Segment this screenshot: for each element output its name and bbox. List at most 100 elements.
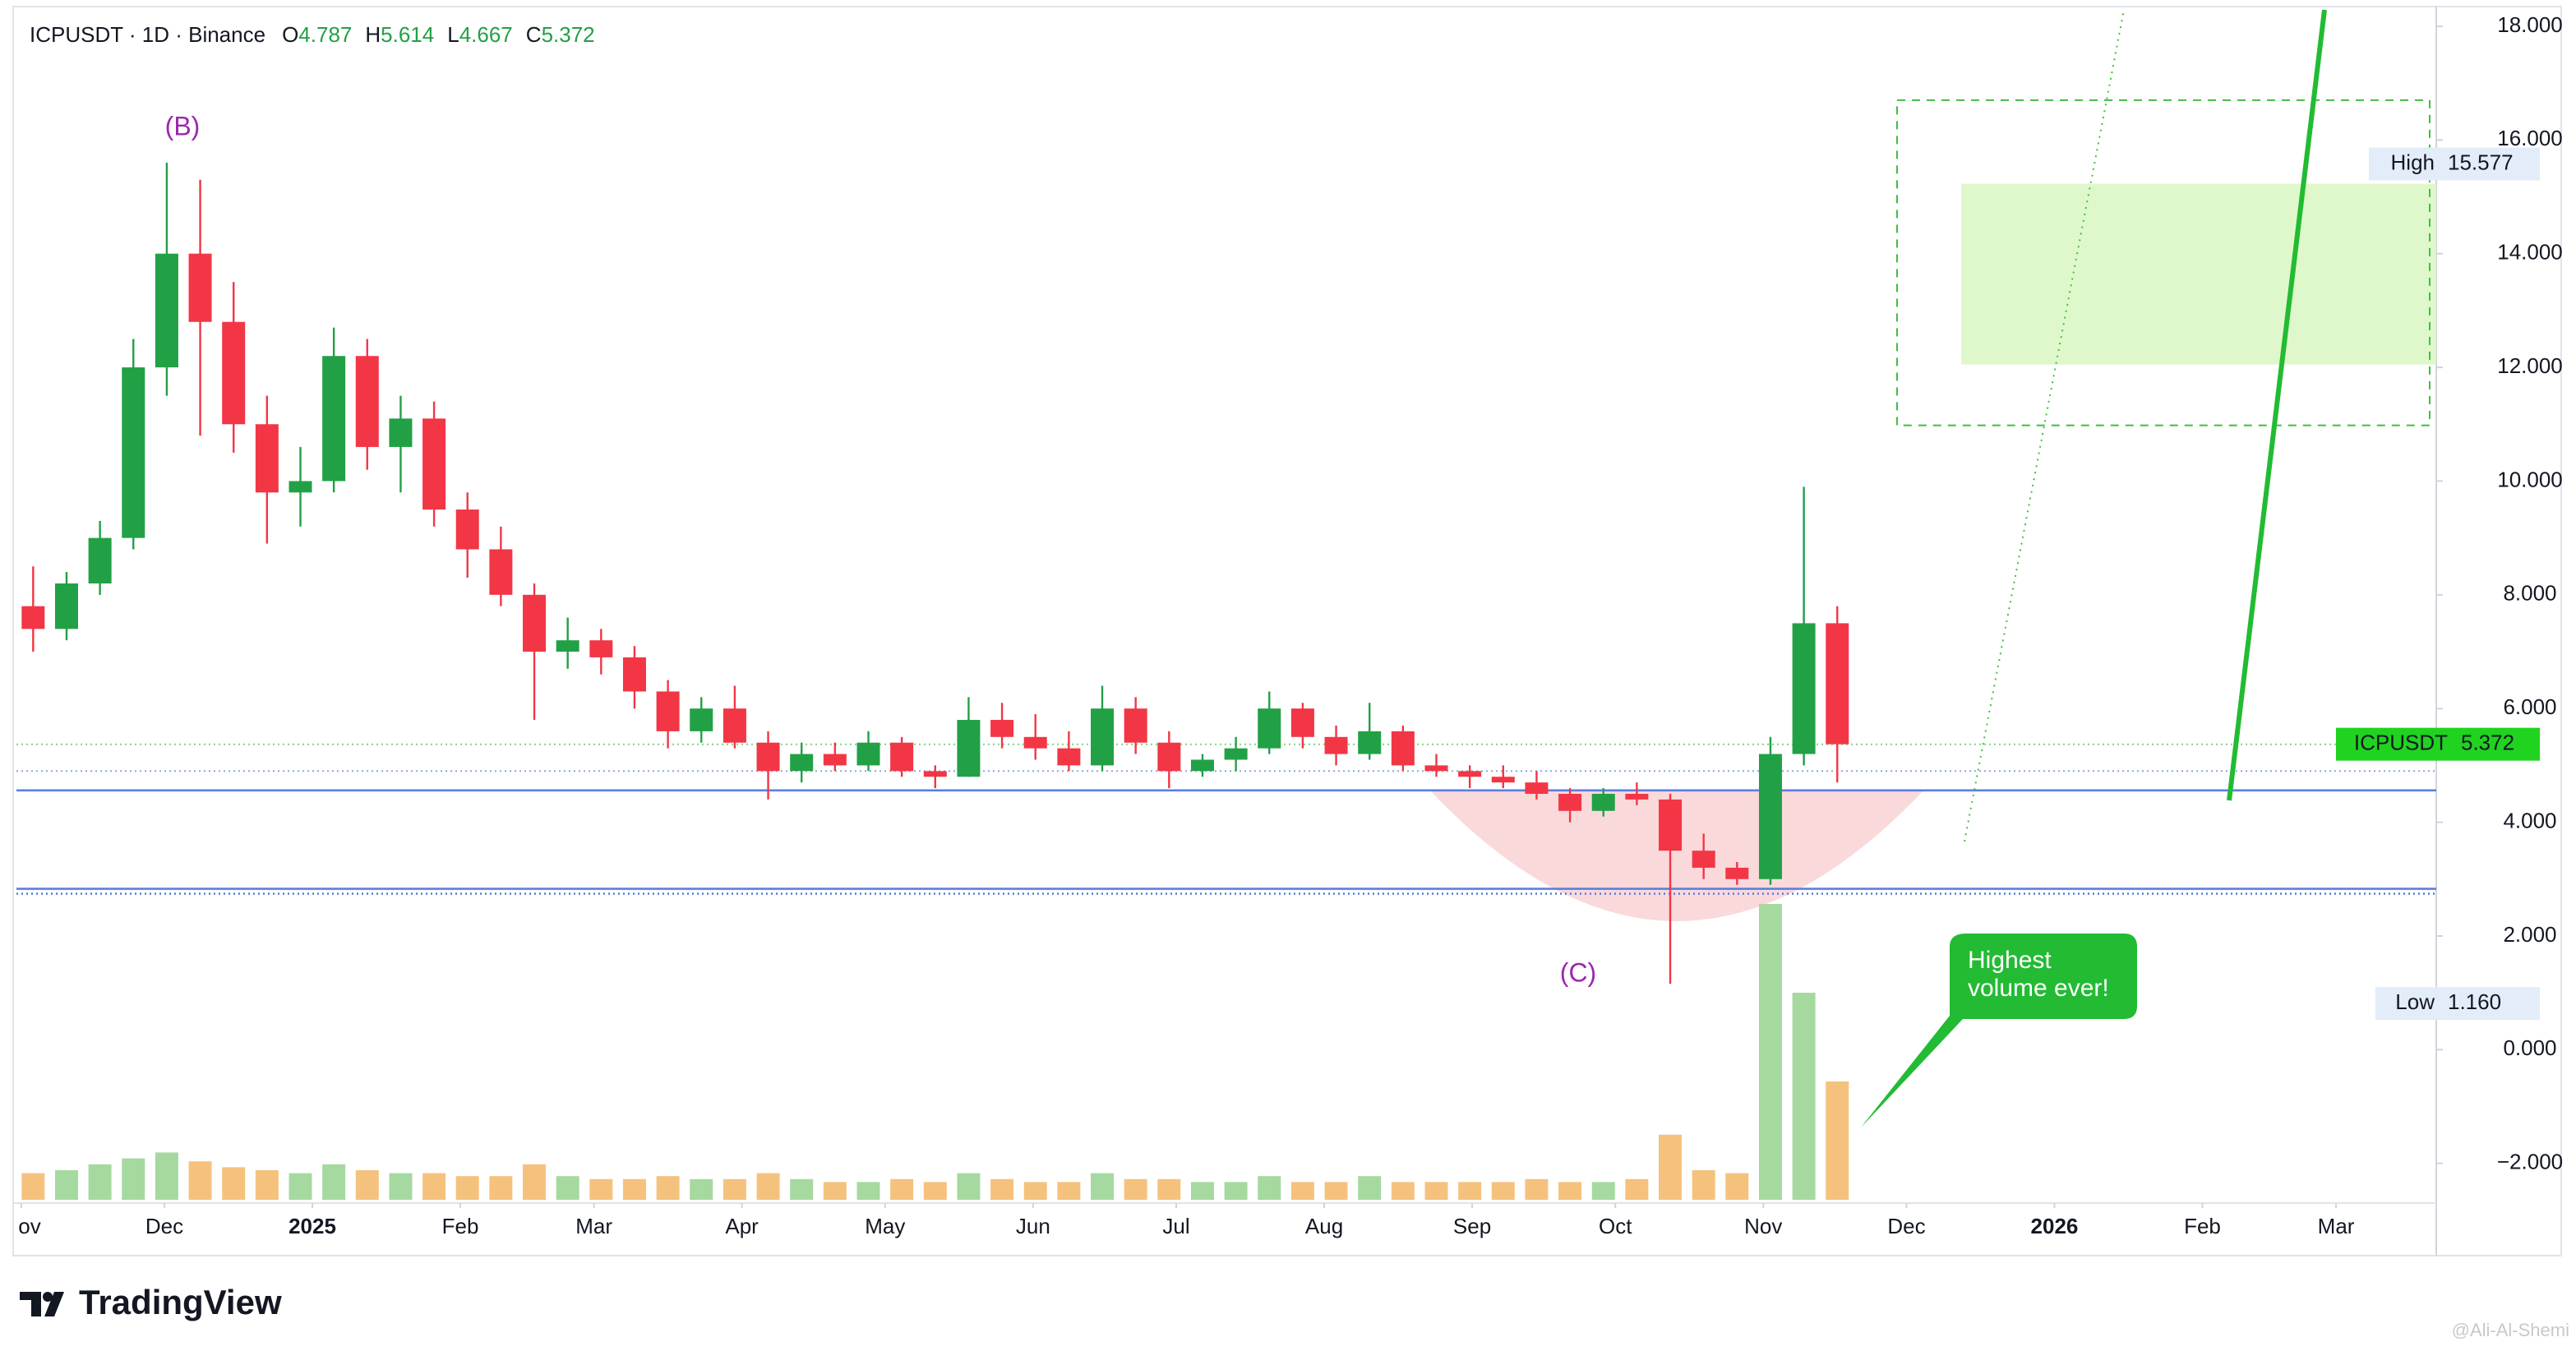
volume-bar <box>656 1176 680 1200</box>
symbol: ICPUSDT · 1D · Binance <box>30 22 265 47</box>
x-tick-label: Oct <box>1599 1214 1632 1238</box>
y-tick-label: 12.000 <box>2497 353 2563 378</box>
candle-body <box>1725 867 1749 879</box>
ohlc-key: L <box>447 22 459 47</box>
y-tick-label: 4.000 <box>2503 808 2556 832</box>
candle-body <box>890 742 914 772</box>
candle-body <box>589 640 613 657</box>
brand: TradingView <box>20 1283 282 1321</box>
candle-body <box>556 640 579 652</box>
candle-body <box>188 253 212 322</box>
volume-bar <box>1258 1176 1281 1200</box>
candle-body <box>1458 771 1482 777</box>
y-tick-label: 18.000 <box>2497 12 2563 37</box>
volume-bar <box>422 1173 446 1200</box>
candle-body <box>1591 793 1615 811</box>
candle-body <box>1826 623 1849 745</box>
volume-bar <box>1558 1182 1582 1200</box>
candle-body <box>1558 793 1582 811</box>
candle-body <box>1023 736 1047 749</box>
volume-bar <box>890 1178 914 1200</box>
x-tick-label: Feb <box>442 1214 479 1238</box>
last-price-value: 5.372 <box>2461 731 2514 755</box>
high-tag-bg <box>2369 147 2540 181</box>
candle-body <box>1290 708 1314 737</box>
y-tick-label: 0.000 <box>2503 1035 2556 1060</box>
x-tick-label: Dec <box>145 1214 183 1238</box>
volume-bar <box>1725 1173 1749 1200</box>
candle-body <box>957 720 981 777</box>
projection-line <box>2227 9 2327 801</box>
y-tick-label: 8.000 <box>2503 581 2556 606</box>
candle-body <box>1258 708 1281 749</box>
x-tick-label: 2025 <box>289 1214 336 1238</box>
volume-bar <box>1792 993 1816 1200</box>
candle-body <box>1625 793 1649 800</box>
low-tag-value: 1.160 <box>2448 989 2501 1014</box>
candle-body <box>756 742 780 772</box>
volume-bar <box>622 1178 646 1200</box>
volume-bar <box>1659 1134 1683 1200</box>
volume-bar <box>188 1161 212 1200</box>
volume-bar <box>455 1176 479 1200</box>
volume-bar <box>1057 1182 1081 1200</box>
ohlc-key: O <box>282 22 298 47</box>
y-tick-label: 10.000 <box>2497 467 2563 491</box>
last-price-label: ICPUSDT <box>2354 731 2448 755</box>
candle-body <box>155 253 178 368</box>
volume-bar <box>222 1167 246 1200</box>
watermark: @Ali-Al-Shemi <box>2452 1320 2569 1340</box>
volume-bar <box>790 1178 814 1200</box>
low-tag-bg <box>2375 987 2540 1021</box>
candle-body <box>21 606 45 629</box>
candle-body <box>455 510 479 550</box>
volume-bar <box>1190 1182 1214 1200</box>
volume-bar <box>856 1182 880 1200</box>
candle-body <box>523 594 547 652</box>
volume-bar <box>21 1173 45 1200</box>
y-tick-label: 6.000 <box>2503 694 2556 719</box>
volume-bar <box>88 1164 112 1200</box>
wave-label: (C) <box>1560 957 1596 987</box>
y-tick-label: 2.000 <box>2503 922 2556 947</box>
volume-bar <box>1826 1081 1849 1200</box>
marks <box>21 162 1849 1200</box>
volume-bar <box>1458 1182 1482 1200</box>
candle-body <box>923 771 947 777</box>
candle-body <box>1124 708 1147 743</box>
volume-bar <box>923 1182 947 1200</box>
x-tick-label: Aug <box>1305 1214 1343 1238</box>
volume-bar <box>523 1164 547 1200</box>
candle-body <box>289 481 312 493</box>
brand-logo <box>20 1292 64 1316</box>
candle-body <box>823 754 847 766</box>
candle-body <box>1758 754 1782 879</box>
candle-body <box>1424 765 1448 772</box>
candle-body <box>1659 799 1683 851</box>
volume-bar <box>823 1182 847 1200</box>
ohlc-value: 4.787 <box>298 22 352 47</box>
volume-bar <box>1525 1178 1549 1200</box>
x-tick-label: Mar <box>575 1214 612 1238</box>
candle-body <box>1358 731 1382 754</box>
x-tick-label: Sep <box>1453 1214 1491 1238</box>
volume-bar <box>556 1176 579 1200</box>
ohlc: O4.787 H5.614 L4.667 C5.372 <box>282 22 595 47</box>
candle-body <box>1057 748 1081 766</box>
volume-bar <box>289 1173 312 1200</box>
x-tick-label: Feb <box>2184 1214 2221 1238</box>
wave-label: (B) <box>165 111 201 141</box>
candle-body <box>622 657 646 692</box>
volume-bar <box>1424 1182 1448 1200</box>
y-tick-label: −2.000 <box>2497 1150 2563 1174</box>
volume-bar <box>1091 1173 1115 1200</box>
candle-body <box>790 754 814 772</box>
chart-frame <box>12 6 2562 1256</box>
ohlc-key: C <box>526 22 542 47</box>
x-tick-label: 2026 <box>2031 1214 2079 1238</box>
chart-title: ICPUSDT · 1D · Binance O4.787 H5.614 L4.667… <box>30 22 595 47</box>
ohlc-value: 5.372 <box>542 22 595 47</box>
x-tick-label: Nov <box>1744 1214 1782 1238</box>
high-tag-value: 15.577 <box>2448 150 2514 174</box>
candle-body <box>489 549 513 595</box>
